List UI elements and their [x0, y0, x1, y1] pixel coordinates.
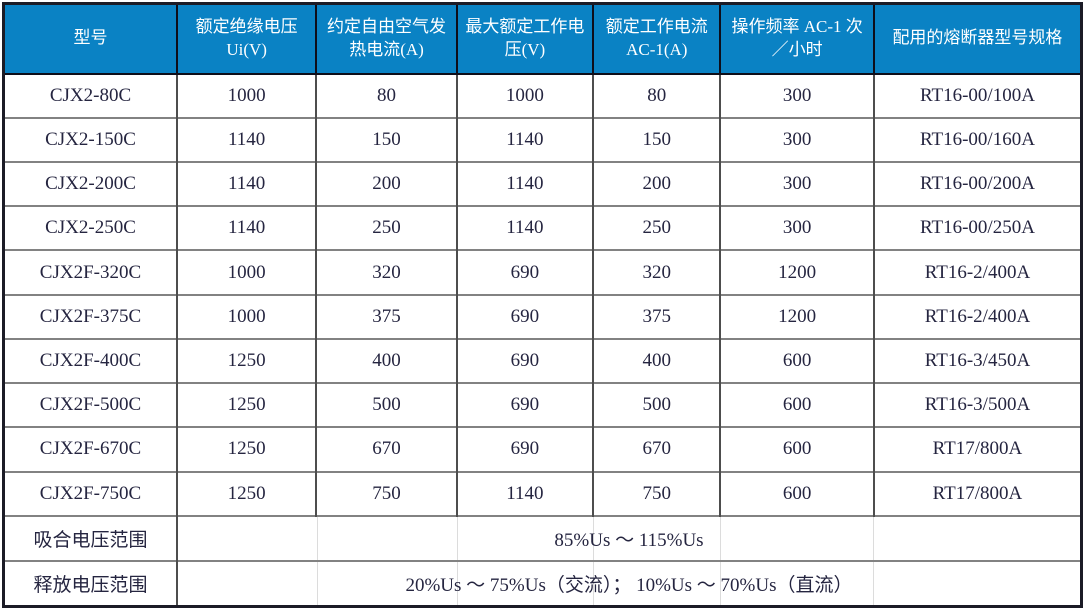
cell-ui: 1000: [175, 293, 317, 339]
table-row: CJX2-250C 1140 250 1140 250 300 RT16-00/…: [2, 205, 1082, 251]
cell-model: CJX2F-400C: [2, 337, 177, 384]
cell-freq: 300: [719, 205, 874, 251]
cell-ue: 1140: [455, 160, 594, 207]
cell-ui: 1140: [175, 160, 317, 207]
cell-ui: 1250: [175, 426, 317, 472]
cell-ith: 375: [315, 293, 457, 339]
cell-ith: 80: [315, 72, 457, 118]
header-rated-operational-current-ac1: 额定工作电流 AC-1(A): [592, 3, 721, 75]
cell-ie: 750: [592, 470, 721, 516]
table-row: CJX2F-750C 1250 750 1140 750 600 RT17/80…: [2, 470, 1082, 516]
header-operating-frequency: 操作频率 AC-1 次／小时: [719, 3, 874, 75]
cell-ue: 690: [455, 249, 594, 295]
cell-freq: 300: [719, 160, 874, 207]
cell-freq: 300: [719, 72, 874, 118]
cell-model: CJX2-80C: [2, 72, 177, 118]
header-model: 型号: [2, 3, 177, 75]
pickup-voltage-range-label: 吸合电压范围: [2, 514, 177, 562]
table-row: CJX2-150C 1140 150 1140 150 300 RT16-00/…: [2, 116, 1082, 162]
cell-ie: 400: [592, 337, 721, 384]
cell-ith: 200: [315, 160, 457, 207]
cell-freq: 1200: [719, 249, 874, 295]
release-voltage-range-label: 释放电压范围: [2, 560, 177, 607]
cell-ie: 250: [592, 205, 721, 251]
cell-model: CJX2F-670C: [2, 426, 177, 472]
cell-ui: 1250: [175, 382, 317, 428]
table-row: CJX2F-375C 1000 375 690 375 1200 RT16-2/…: [2, 293, 1082, 339]
cell-freq: 600: [719, 337, 874, 384]
header-max-rated-operational-voltage: 最大额定工作电压(V): [455, 3, 594, 75]
cell-ie: 320: [592, 249, 721, 295]
cell-model: CJX2-250C: [2, 205, 177, 251]
cell-ui: 1000: [175, 72, 317, 118]
cell-ue: 1140: [455, 470, 594, 516]
cell-ui: 1250: [175, 470, 317, 516]
cell-ie: 200: [592, 160, 721, 207]
pickup-voltage-range-value: 85%Us ～ 115%Us: [175, 514, 1082, 562]
cell-model: CJX2-200C: [2, 160, 177, 207]
cell-freq: 1200: [719, 293, 874, 339]
cell-ith: 750: [315, 470, 457, 516]
cell-fuse: RT16-00/160A: [872, 116, 1082, 162]
table-row: CJX2F-670C 1250 670 690 670 600 RT17/800…: [2, 426, 1082, 472]
cell-freq: 600: [719, 470, 874, 516]
cell-fuse: RT16-2/400A: [872, 249, 1082, 295]
cell-ie: 670: [592, 426, 721, 472]
cell-fuse: RT16-00/100A: [872, 72, 1082, 118]
release-voltage-range-value: 20%Us ～ 75%Us（交流）； 10%Us ～ 70%Us（直流）: [175, 560, 1082, 607]
header-free-air-thermal-current: 约定自由空气发热电流(A): [315, 3, 457, 75]
cell-freq: 300: [719, 116, 874, 162]
cell-ie: 80: [592, 72, 721, 118]
cell-ue: 690: [455, 293, 594, 339]
cell-ie: 375: [592, 293, 721, 339]
cell-ue: 690: [455, 426, 594, 472]
header-row: 型号 额定绝缘电压 Ui(V) 约定自由空气发热电流(A) 最大额定工作电压(V…: [2, 3, 1082, 75]
table-row: CJX2-200C 1140 200 1140 200 300 RT16-00/…: [2, 160, 1082, 207]
cell-ue: 1140: [455, 205, 594, 251]
cell-ith: 320: [315, 249, 457, 295]
cell-model: CJX2F-375C: [2, 293, 177, 339]
cell-ie: 150: [592, 116, 721, 162]
cell-ith: 670: [315, 426, 457, 472]
cell-fuse: RT16-2/400A: [872, 293, 1082, 339]
table-row: CJX2F-400C 1250 400 690 400 600 RT16-3/4…: [2, 337, 1082, 384]
cell-fuse: RT16-00/250A: [872, 205, 1082, 251]
release-voltage-range-row: 释放电压范围 20%Us ～ 75%Us（交流）； 10%Us ～ 70%Us（…: [2, 560, 1082, 607]
header-rated-insulation-voltage: 额定绝缘电压 Ui(V): [175, 3, 317, 75]
cell-model: CJX2F-320C: [2, 249, 177, 295]
table-row: CJX2F-500C 1250 500 690 500 600 RT16-3/5…: [2, 382, 1082, 428]
pickup-voltage-range-row: 吸合电压范围 85%Us ～ 115%Us: [2, 514, 1082, 562]
cell-ith: 400: [315, 337, 457, 384]
cell-ith: 250: [315, 205, 457, 251]
cell-ui: 1000: [175, 249, 317, 295]
cell-fuse: RT16-3/450A: [872, 337, 1082, 384]
cell-fuse: RT16-3/500A: [872, 382, 1082, 428]
cell-model: CJX2F-500C: [2, 382, 177, 428]
table-row: CJX2F-320C 1000 320 690 320 1200 RT16-2/…: [2, 249, 1082, 295]
cell-ue: 690: [455, 382, 594, 428]
cell-ue: 1000: [455, 72, 594, 118]
cell-ith: 500: [315, 382, 457, 428]
cell-ui: 1140: [175, 116, 317, 162]
table-row: CJX2-80C 1000 80 1000 80 300 RT16-00/100…: [2, 72, 1082, 118]
cell-ue: 690: [455, 337, 594, 384]
cell-fuse: RT16-00/200A: [872, 160, 1082, 207]
cell-fuse: RT17/800A: [872, 470, 1082, 516]
cell-model: CJX2F-750C: [2, 470, 177, 516]
header-fuse-type: 配用的熔断器型号规格: [872, 3, 1082, 75]
cell-ie: 500: [592, 382, 721, 428]
cell-ui: 1250: [175, 337, 317, 384]
cell-ith: 150: [315, 116, 457, 162]
cell-freq: 600: [719, 382, 874, 428]
cell-freq: 600: [719, 426, 874, 472]
cell-fuse: RT17/800A: [872, 426, 1082, 472]
cell-ue: 1140: [455, 116, 594, 162]
cell-ui: 1140: [175, 205, 317, 251]
cell-model: CJX2-150C: [2, 116, 177, 162]
